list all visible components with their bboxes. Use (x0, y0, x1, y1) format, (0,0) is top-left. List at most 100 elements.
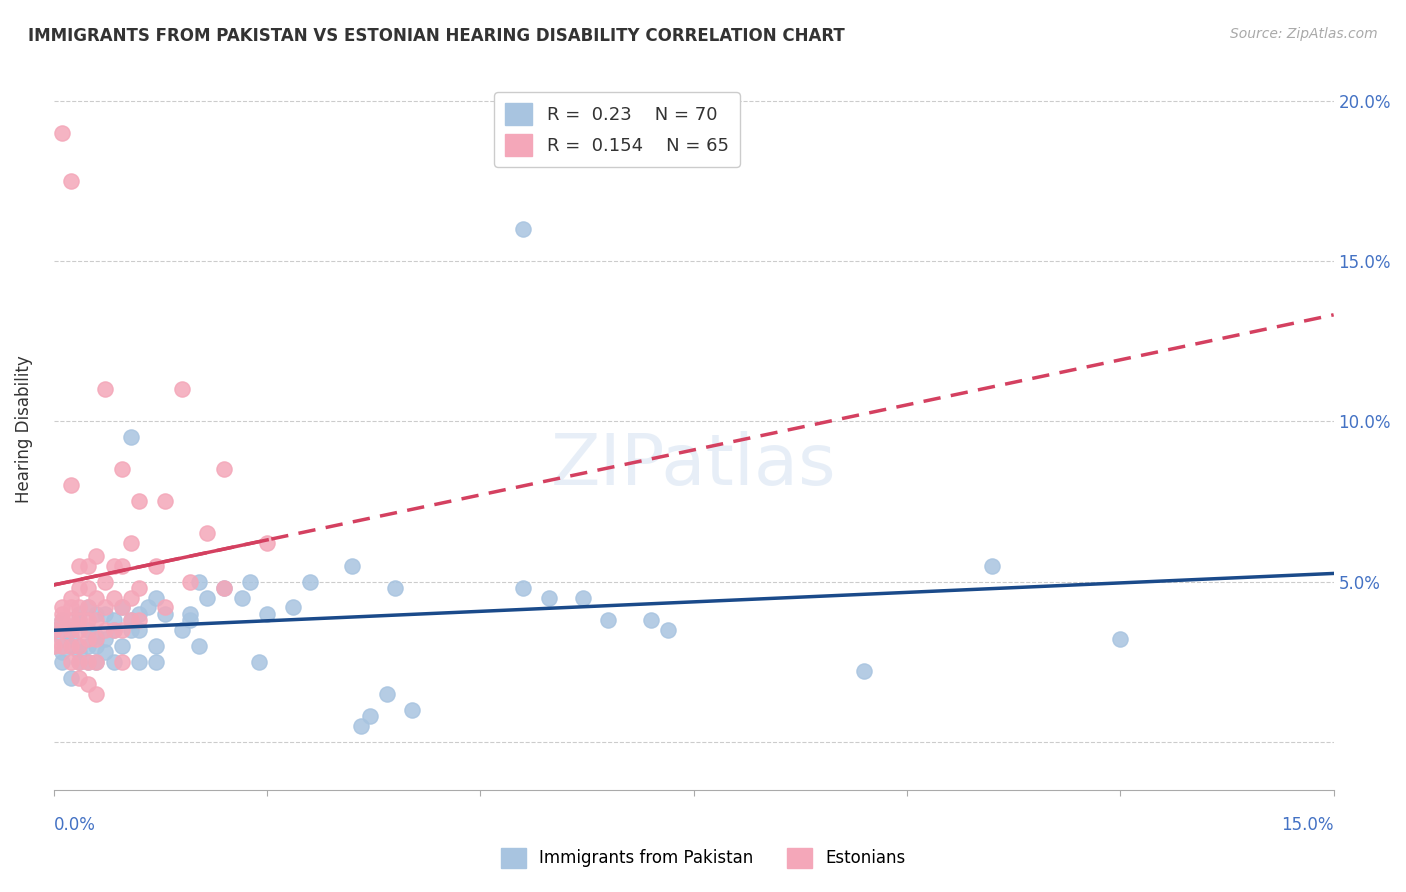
Point (375, 687, 398, 701)
Point (86, 632, 108, 647)
Point (153, 607, 176, 621)
Point (94, 382, 117, 396)
Point (256, 536, 278, 550)
Point (103, 591, 125, 605)
Point (640, 613, 662, 627)
Point (77, 581, 100, 595)
Point (103, 613, 125, 627)
Point (59, 629, 82, 643)
Point (179, 613, 201, 627)
Point (128, 581, 150, 595)
Point (42, 623, 65, 637)
Point (145, 639, 167, 653)
Point (153, 600, 176, 615)
Point (42, 639, 65, 653)
Point (77, 655, 100, 669)
Point (94, 632, 117, 647)
Point (350, 719, 373, 733)
Point (103, 623, 125, 637)
Point (401, 703, 423, 717)
Point (67, 558, 90, 573)
Point (145, 558, 167, 573)
Point (214, 462, 236, 476)
Point (145, 655, 167, 669)
Point (67, 655, 90, 669)
Point (153, 494, 176, 508)
Point (86, 591, 108, 605)
Point (86, 613, 108, 627)
Point (67, 639, 90, 653)
Point (67, 671, 90, 685)
Point (86, 655, 108, 669)
Point (179, 607, 201, 621)
Point (59, 623, 82, 637)
Point (94, 607, 117, 621)
Point (42, 623, 65, 637)
Point (86, 549, 108, 563)
Point (77, 632, 100, 647)
Point (512, 581, 534, 595)
Point (120, 536, 142, 550)
Point (342, 558, 364, 573)
Point (77, 600, 100, 615)
Point (111, 462, 134, 476)
Point (51, 613, 73, 627)
Point (67, 613, 90, 627)
Point (853, 665, 876, 679)
Point (59, 613, 82, 627)
Point (59, 671, 82, 685)
Point (111, 600, 134, 615)
Point (170, 623, 193, 637)
Point (59, 639, 82, 653)
Point (111, 639, 134, 653)
Point (256, 607, 278, 621)
Point (51, 639, 73, 653)
Point (128, 607, 150, 621)
Point (298, 574, 321, 589)
Point (120, 623, 142, 637)
Point (86, 629, 108, 643)
Point (231, 591, 253, 605)
Point (281, 600, 304, 615)
Point (86, 655, 108, 669)
Point (128, 494, 150, 508)
Point (120, 613, 142, 627)
Point (512, 222, 534, 236)
Point (111, 600, 134, 615)
Point (128, 613, 150, 627)
Point (197, 591, 219, 605)
Point (128, 623, 150, 637)
Legend: R =  0.23    N = 70, R =  0.154    N = 65: R = 0.23 N = 70, R = 0.154 N = 65 (495, 92, 740, 167)
Point (59, 655, 82, 669)
Point (214, 581, 236, 595)
Point (120, 430, 142, 444)
Point (94, 645, 117, 659)
Point (67, 607, 90, 621)
Text: 15.0%: 15.0% (1281, 815, 1334, 834)
Point (359, 709, 381, 723)
Point (51, 126, 73, 140)
Point (77, 677, 100, 691)
Point (77, 600, 100, 615)
Y-axis label: Hearing Disability: Hearing Disability (15, 355, 32, 503)
Point (86, 639, 108, 653)
Point (111, 558, 134, 573)
Legend: Immigrants from Pakistan, Estonians: Immigrants from Pakistan, Estonians (494, 841, 912, 875)
Point (51, 600, 73, 615)
Point (59, 29, 82, 44)
Point (77, 623, 100, 637)
Point (67, 600, 90, 615)
Point (1109, 632, 1132, 647)
Point (86, 687, 108, 701)
Point (103, 558, 125, 573)
Point (77, 655, 100, 669)
Point (187, 639, 209, 653)
Point (179, 574, 201, 589)
Point (572, 591, 595, 605)
Point (59, 478, 82, 492)
Point (59, 174, 82, 188)
Point (239, 574, 262, 589)
Point (59, 623, 82, 637)
Point (86, 607, 108, 621)
Point (111, 655, 134, 669)
